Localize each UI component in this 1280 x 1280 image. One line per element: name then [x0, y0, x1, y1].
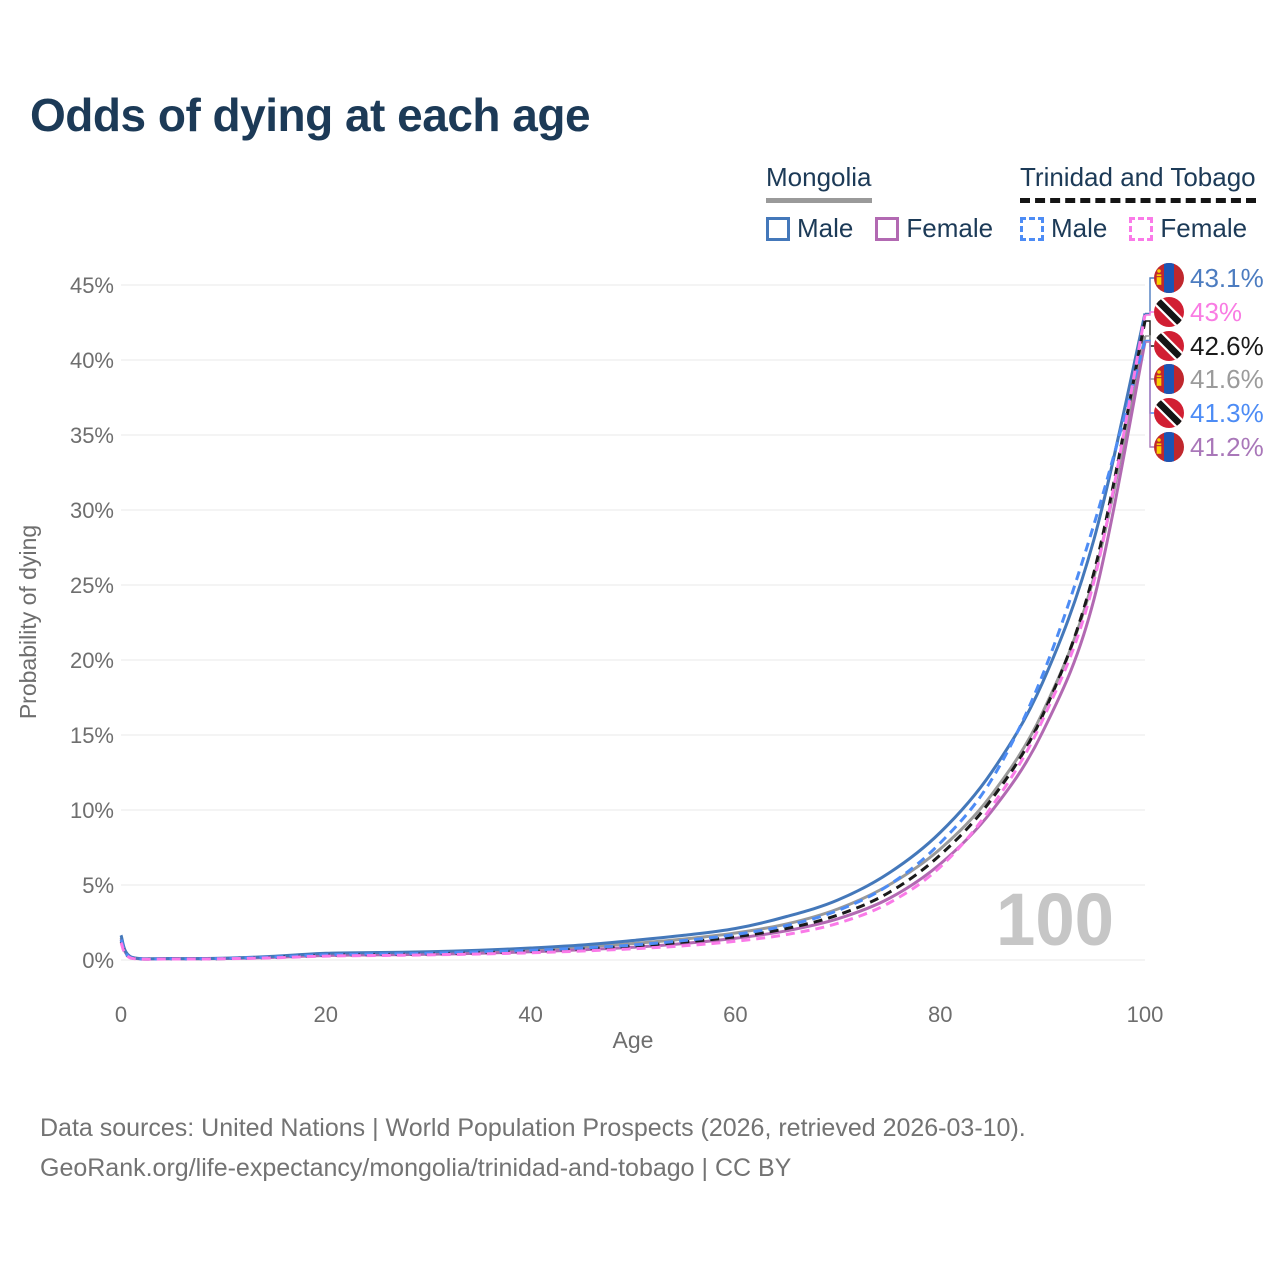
y-axis-title: Probability of dying: [15, 525, 41, 719]
mongolia-flag-icon: [1154, 432, 1184, 462]
end-label-mongolia-female: 41.2%: [1145, 341, 1264, 462]
x-tick-label: 80: [928, 1002, 952, 1027]
end-label-trinidad-and-tobago-female: 43%: [1145, 297, 1242, 327]
end-label-value: 43%: [1190, 297, 1242, 327]
trinidad-and-tobago-female-swatch-icon: [1129, 216, 1154, 241]
end-label-value: 42.6%: [1190, 331, 1264, 361]
legend-row-mongolia: Male Female: [766, 213, 993, 244]
y-tick-label: 5%: [82, 873, 114, 898]
mongolia-male-swatch-icon: [766, 216, 790, 241]
page-title: Odds of dying at each age: [30, 89, 591, 141]
trinidad-and-tobago-male-swatch-icon: [1020, 216, 1044, 241]
end-label-trinidad-and-tobago-male: 41.3%: [1145, 339, 1264, 428]
y-tick-label: 0%: [82, 948, 114, 973]
x-tick-label: 0: [115, 1002, 127, 1027]
gridlines: [121, 284, 1145, 961]
legend-group-mongolia-title: Mongolia: [766, 162, 872, 203]
y-tick-label: 30%: [70, 498, 114, 523]
series-line-trinidad-and-tobago-all: [119, 320, 1147, 961]
end-label-value: 41.6%: [1190, 364, 1264, 394]
x-tick-label: 40: [518, 1002, 542, 1027]
end-label-trinidad-and-tobago-all: 42.6%: [1145, 320, 1264, 361]
end-value-labels: 43.1% 43% 42.6%41.6% 41.3% 41.2%: [1145, 263, 1264, 462]
legend-item-label: Male: [797, 213, 854, 243]
x-tick-label: 60: [723, 1002, 747, 1027]
end-label-mongolia-all: 41.6%: [1145, 335, 1264, 394]
series-line-trinidad-and-tobago-male: [119, 340, 1147, 961]
series-line-mongolia-male: [119, 313, 1147, 961]
legend-row-trinidad-and-tobago: Male Female: [1020, 213, 1256, 244]
legend-item-mongolia-female[interactable]: Female: [875, 213, 993, 244]
mongolia-flag-icon: [1154, 263, 1184, 293]
x-tick-label: 100: [1127, 1002, 1164, 1027]
end-label-value: 41.3%: [1190, 398, 1264, 428]
end-label-value: 43.1%: [1190, 263, 1264, 293]
mongolia-female-swatch-icon: [875, 216, 900, 241]
legend-item-trinidad-and-tobago-female[interactable]: Female: [1129, 213, 1247, 244]
x-axis-tick-labels: 0 20 40 60 80 100: [115, 1002, 1163, 1027]
y-tick-label: 40%: [70, 348, 114, 373]
y-tick-label: 25%: [70, 573, 114, 598]
age-indicator-watermark: 100: [996, 878, 1114, 961]
end-label-mongolia-male: 43.1%: [1145, 263, 1264, 315]
legend-item-label: Female: [1160, 213, 1248, 243]
trinidad-and-tobago-flag-icon: [1154, 398, 1184, 428]
legend-group-trinidad-and-tobago: Trinidad and Tobago Male Female: [1020, 162, 1256, 244]
legend-item-trinidad-and-tobago-male[interactable]: Male: [1020, 213, 1107, 244]
y-axis-tick-labels: 0% 5% 10% 15% 20% 25% 30% 35% 40% 45%: [70, 273, 114, 973]
trinidad-and-tobago-flag-icon: [1154, 331, 1184, 361]
series-lines: [119, 313, 1147, 961]
y-tick-label: 35%: [70, 423, 114, 448]
data-sources-line: Data sources: United Nations | World Pop…: [40, 1114, 1026, 1142]
chart-footer: Data sources: United Nations | World Pop…: [40, 1108, 1026, 1188]
y-tick-label: 15%: [70, 723, 114, 748]
end-label-value: 41.2%: [1190, 432, 1264, 462]
y-tick-label: 45%: [70, 273, 114, 298]
series-line-mongolia-all: [119, 335, 1147, 961]
attribution-line: GeoRank.org/life-expectancy/mongolia/tri…: [40, 1154, 792, 1182]
legend-item-label: Female: [906, 213, 994, 243]
legend-item-label: Male: [1051, 213, 1108, 243]
legend-item-mongolia-male[interactable]: Male: [766, 213, 853, 244]
x-tick-label: 20: [314, 1002, 338, 1027]
legend-group-mongolia: Mongolia Male Female: [766, 162, 993, 244]
series-line-trinidad-and-tobago-female: [119, 314, 1147, 961]
x-axis-title: Age: [613, 1027, 654, 1053]
mongolia-flag-icon: [1154, 364, 1184, 394]
trinidad-and-tobago-flag-icon: [1154, 297, 1184, 327]
y-tick-label: 10%: [70, 798, 114, 823]
legend-group-trinidad-and-tobago-title: Trinidad and Tobago: [1020, 162, 1256, 203]
y-tick-label: 20%: [70, 648, 114, 673]
